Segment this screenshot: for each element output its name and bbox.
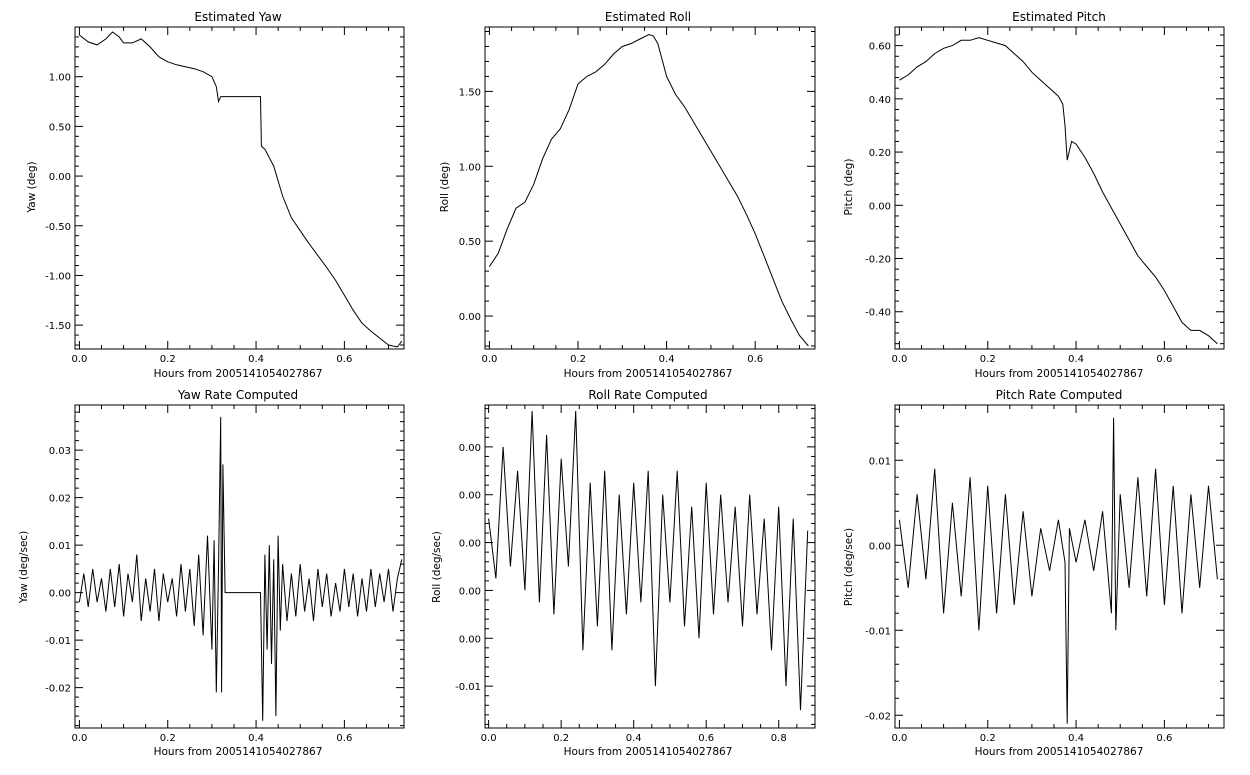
y-tick-label: 0.00 [49, 589, 71, 600]
x-tick-label: 0.0 [71, 354, 87, 365]
y-axis-label: Roll (deg) [439, 162, 451, 212]
y-tick-label: -0.01 [45, 636, 71, 647]
x-axis-label: Hours from 2005141054027867 [154, 746, 323, 758]
x-axis-label: Hours from 2005141054027867 [564, 746, 733, 758]
plot-frame [894, 404, 1225, 729]
y-tick-label: -1.00 [45, 271, 71, 282]
panel-pitch-rate: Pitch Rate Computed Hours from 200514105… [843, 388, 1225, 758]
y-axis-label: Pitch (deg) [843, 159, 855, 216]
chart-title: Estimated Roll [605, 10, 691, 24]
x-tick-label: 0.2 [160, 354, 176, 365]
x-tick-label: 0.8 [771, 733, 787, 744]
y-axis-label: Roll (deg/sec) [431, 531, 443, 603]
series-line-yaw [79, 31, 403, 348]
y-tick-label: 1.00 [49, 73, 71, 84]
x-tick-label: 0.6 [1156, 354, 1172, 365]
x-axis-label: Hours from 2005141054027867 [154, 368, 323, 380]
y-tick-label: 0.00 [869, 541, 891, 552]
x-axis-label: Hours from 2005141054027867 [975, 746, 1144, 758]
series-line-pitch [899, 37, 1218, 345]
y-tick-label: 0.20 [869, 148, 891, 159]
y-tick-label: 0.00 [49, 172, 71, 183]
x-tick-label: 0.4 [659, 354, 675, 365]
y-tick-label: -0.02 [865, 711, 891, 722]
panel-pitch: Estimated Pitch Hours from 2005141054027… [843, 10, 1225, 380]
y-tick-label: 0.00 [869, 201, 891, 212]
y-axis-label: Yaw (deg/sec) [18, 531, 30, 605]
x-tick-label: 0.4 [626, 733, 642, 744]
x-tick-label: 0.6 [747, 354, 763, 365]
y-tick-label: 0.50 [459, 237, 481, 248]
chart-title: Pitch Rate Computed [996, 388, 1123, 402]
panel-yaw-rate: Yaw Rate Computed Hours from 20051410540… [18, 388, 405, 758]
y-tick-label: 0.40 [869, 95, 891, 106]
y-tick-label: 0.00 [459, 539, 481, 550]
series-line-yawrate [78, 416, 403, 721]
x-tick-label: 0.6 [336, 354, 352, 365]
y-axis-label: Pitch (deg/sec) [843, 528, 855, 606]
y-tick-label: 0.50 [49, 122, 71, 133]
plot-frame [74, 404, 405, 729]
chart-title: Yaw Rate Computed [177, 388, 298, 402]
y-tick-label: 0.00 [459, 312, 481, 323]
y-tick-label: -0.40 [865, 308, 891, 319]
x-tick-label: 0.0 [891, 733, 907, 744]
x-tick-label: 0.2 [570, 354, 586, 365]
y-tick-label: 0.00 [459, 586, 481, 597]
chart-title: Estimated Yaw [194, 10, 281, 24]
x-tick-label: 0.4 [248, 354, 264, 365]
panel-roll-rate: Roll Rate Computed Hours from 2005141054… [431, 388, 816, 758]
x-tick-label: 0.0 [481, 733, 497, 744]
y-tick-label: -0.20 [865, 255, 891, 266]
series-line-pitchrate [898, 417, 1218, 724]
plot-frame [894, 26, 1225, 350]
series-line-roll [488, 33, 809, 347]
x-tick-label: 0.2 [553, 733, 569, 744]
x-tick-label: 0.2 [160, 733, 176, 744]
y-tick-label: 0.00 [459, 634, 481, 645]
x-tick-label: 0.6 [336, 733, 352, 744]
series-line-rollrate [488, 410, 809, 711]
x-tick-label: 0.4 [1068, 354, 1084, 365]
y-tick-label: -0.02 [45, 684, 71, 695]
y-tick-label: 0.00 [459, 491, 481, 502]
x-axis-label: Hours from 2005141054027867 [975, 368, 1144, 380]
panel-roll: Estimated Roll Hours from 20051410540278… [439, 10, 816, 380]
x-axis-label: Hours from 2005141054027867 [564, 368, 733, 380]
y-tick-label: 0.01 [49, 541, 71, 552]
chart-title: Estimated Pitch [1012, 10, 1106, 24]
x-tick-label: 0.2 [980, 733, 996, 744]
y-tick-label: 0.00 [459, 443, 481, 454]
y-tick-label: 0.02 [49, 494, 71, 505]
y-tick-label: 1.50 [459, 87, 481, 98]
plot-frame [74, 26, 405, 350]
chart-title: Roll Rate Computed [588, 388, 707, 402]
y-axis-label: Yaw (deg) [26, 161, 38, 213]
x-tick-label: 0.4 [1068, 733, 1084, 744]
x-tick-label: 0.6 [698, 733, 714, 744]
x-tick-label: 0.6 [1156, 733, 1172, 744]
y-tick-label: 0.03 [49, 446, 71, 457]
x-tick-label: 0.0 [481, 354, 497, 365]
x-tick-label: 0.4 [248, 733, 264, 744]
panel-yaw: Estimated Yaw Hours from 200514105402786… [26, 10, 405, 380]
plot-frame [484, 26, 816, 350]
y-tick-label: -0.50 [45, 222, 71, 233]
x-tick-label: 0.0 [891, 354, 907, 365]
x-tick-label: 0.2 [980, 354, 996, 365]
y-tick-label: -0.01 [865, 626, 891, 637]
y-tick-label: -0.01 [455, 682, 481, 693]
plot-frame [484, 404, 816, 729]
y-tick-label: -1.50 [45, 321, 71, 332]
y-tick-label: 0.01 [869, 456, 891, 467]
x-tick-label: 0.0 [71, 733, 87, 744]
y-tick-label: 0.60 [869, 42, 891, 53]
y-tick-label: 1.00 [459, 162, 481, 173]
